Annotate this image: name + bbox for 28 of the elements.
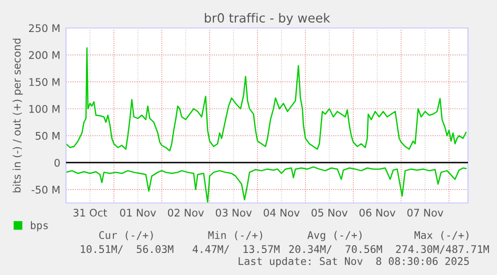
- text: Last update: Sat Nov 8 08:30:06 2025: [238, 256, 469, 268]
- y-tick-label: 250 M: [29, 24, 60, 32]
- x-tick-label: 05 Nov: [312, 208, 348, 217]
- y-tick-label: 0: [54, 158, 60, 167]
- text: Cur (-/+): [99, 231, 153, 240]
- x-tick-label: 02 Nov: [168, 208, 204, 217]
- y-tick-label: 150 M: [29, 78, 60, 86]
- x-tick-label: 03 Nov: [216, 208, 252, 217]
- x-tick-label: 31 Oct: [73, 208, 107, 217]
- legend-label: bps: [30, 221, 48, 232]
- y-tick-label: 200 M: [29, 51, 60, 60]
- text: Max (-/+): [414, 231, 468, 240]
- x-tick-label: 06 Nov: [359, 208, 396, 217]
- y-tick-label: 50 M: [36, 132, 60, 140]
- x-tick-label: 01 Nov: [120, 208, 156, 217]
- text: 4.47M/ 13.57M: [192, 245, 280, 254]
- text: 274.30M/487.71M: [396, 245, 489, 254]
- y-axis-title: bits in (-) / out (+) per second: [12, 38, 23, 192]
- text: 10.51M/ 56.03M: [80, 245, 174, 254]
- y-tick-label: -50 M: [32, 186, 60, 194]
- y-tick-label: 100 M: [29, 104, 60, 113]
- x-tick-label: 07 Nov: [407, 208, 444, 217]
- line-series: [66, 47, 467, 152]
- text: Avg (-/+): [307, 230, 362, 242]
- text: Min (-/+): [208, 230, 262, 240]
- chart-title: br0 traffic - by week: [204, 12, 330, 26]
- text: 20.34M/ 70.56M: [289, 245, 382, 254]
- x-tick-label: 04 Nov: [264, 208, 300, 217]
